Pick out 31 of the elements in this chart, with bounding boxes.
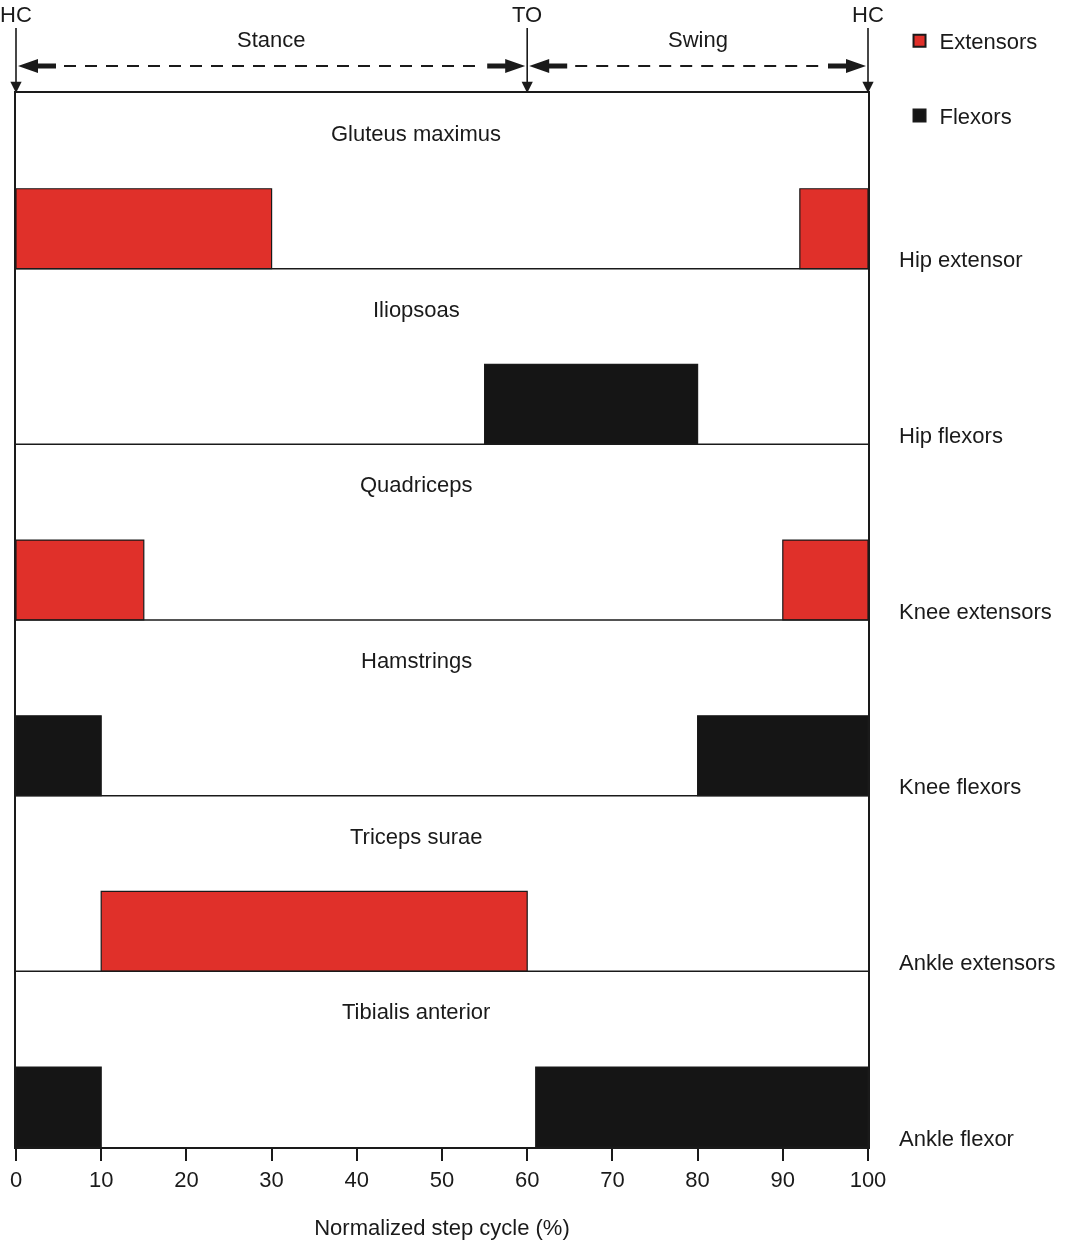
x-axis-title: Normalized step cycle (%) (314, 1214, 570, 1240)
x-tick-label: 60 (514, 1167, 540, 1193)
x-tick-label: 10 (88, 1167, 114, 1193)
x-tick-label: 30 (259, 1167, 284, 1193)
legend-label: Extensors (939, 29, 1038, 55)
y-tick-label: Iliopsoas (373, 297, 460, 322)
x-tick-label: 40 (344, 1167, 370, 1193)
text: Swing (668, 27, 728, 52)
x-tick-label: 90 (770, 1167, 796, 1193)
text: Ankle extensors (899, 950, 1056, 975)
x-tick-label: 0 (9, 1167, 23, 1193)
text: Hip flexors (899, 423, 1003, 448)
x-tick-label: 80 (685, 1167, 710, 1193)
ref-line-label: HC (0, 2, 32, 27)
x-tick-label: 50 (429, 1167, 455, 1193)
y-tick-label: Gluteus maximus (331, 121, 501, 146)
text: Knee flexors (899, 774, 1022, 799)
legend-label: Flexors (939, 103, 1012, 129)
y-tick-label: Tibialis anterior (342, 999, 491, 1024)
x-tick-label: 70 (600, 1167, 625, 1193)
y-tick-label: Triceps surae (350, 824, 483, 849)
text: Stance (237, 27, 306, 52)
ref-line-label: HC (852, 2, 884, 27)
text: Ankle flexor (899, 1126, 1014, 1151)
x-tick-label: 20 (174, 1167, 199, 1193)
ref-line-label: TO (512, 2, 543, 27)
text: Knee extensors (899, 599, 1052, 624)
x-tick-label: 100 (849, 1167, 887, 1193)
y-tick-label: Hamstrings (361, 648, 473, 673)
y-tick-label: Quadriceps (360, 472, 473, 497)
text: Hip extensor (899, 247, 1023, 272)
